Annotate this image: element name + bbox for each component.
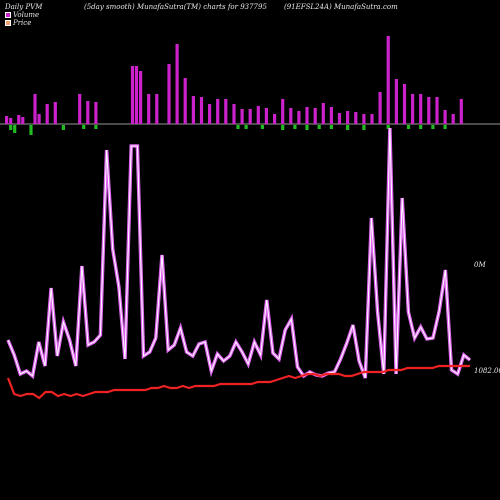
volume-bar xyxy=(394,79,398,124)
volume-bar xyxy=(53,102,57,124)
volume-bar xyxy=(45,104,49,124)
volume-down-bar xyxy=(61,125,65,130)
volume-bar xyxy=(419,94,423,124)
volume-down-bar xyxy=(82,125,86,129)
legend-volume: Volume xyxy=(5,11,39,19)
volume-line xyxy=(7,127,471,379)
volume-bar xyxy=(370,114,374,124)
volume-bar xyxy=(402,84,407,124)
volume-bar xyxy=(297,111,301,124)
volume-bar xyxy=(216,99,220,124)
volume-down-bar xyxy=(244,125,248,129)
volume-bar xyxy=(240,109,244,124)
volume-bar xyxy=(224,99,228,124)
volume-bar xyxy=(459,99,463,124)
volume-down-bar xyxy=(260,125,264,129)
volume-down-bar xyxy=(431,125,435,129)
volume-bar xyxy=(37,114,41,124)
volume-bar xyxy=(435,97,439,124)
chart-header-left: Daily PVM xyxy=(5,3,43,11)
volume-bar xyxy=(273,114,277,124)
volume-bar xyxy=(17,115,21,124)
volume-down-bar xyxy=(317,125,321,129)
volume-down-bar xyxy=(362,125,366,130)
volume-down-bar xyxy=(13,125,17,133)
volume-bar xyxy=(199,97,204,124)
chart-header-right: (91EFSL24A) MunafaSutra.com xyxy=(284,3,398,11)
legend-price-swatch xyxy=(5,19,11,26)
legend-price: Price xyxy=(5,19,31,27)
legend-price-label: Price xyxy=(13,19,32,27)
volume-bar xyxy=(191,96,195,124)
volume-bars-group xyxy=(5,36,463,124)
volume-down-bar xyxy=(443,125,447,129)
volume-down-bar xyxy=(329,125,333,129)
volume-bar xyxy=(139,71,143,124)
volume-down-bar xyxy=(94,125,98,129)
volume-bar xyxy=(232,104,236,124)
volume-down-bar xyxy=(281,125,285,130)
volume-bar xyxy=(21,117,25,124)
volume-bar xyxy=(147,94,151,124)
volume-bar xyxy=(78,94,82,124)
volume-down-bar xyxy=(9,125,13,130)
volume-down-bar xyxy=(293,125,297,129)
volume-down-bar xyxy=(386,125,390,129)
volume-bar xyxy=(386,36,390,124)
volume-bar xyxy=(86,101,90,124)
volume-bar xyxy=(443,110,447,124)
volume-bar xyxy=(5,116,9,124)
volume-down-bar xyxy=(236,125,240,129)
volume-down-bar xyxy=(29,125,33,135)
chart-header-center: (5day smooth) MunafaSutra(TM) charts for… xyxy=(84,3,267,11)
volume-bar xyxy=(256,106,260,124)
volume-bar xyxy=(329,107,333,124)
price-value-label: 1082.00 xyxy=(474,367,500,375)
legend-volume-swatch xyxy=(5,11,11,18)
volume-bar xyxy=(155,94,159,124)
volume-bar xyxy=(289,108,293,124)
volume-bar xyxy=(378,92,382,124)
volume-bar xyxy=(281,99,285,124)
volume-bar xyxy=(411,94,415,124)
volume-down-bar xyxy=(305,125,309,130)
volume-bar xyxy=(362,114,366,124)
volume-bar xyxy=(427,97,431,124)
volume-bar xyxy=(167,64,171,124)
volume-bar xyxy=(305,107,309,124)
volume-bar xyxy=(183,78,187,124)
volume-bar xyxy=(134,66,139,124)
volume-bar xyxy=(248,109,252,124)
volume-bar xyxy=(313,108,317,124)
volume-down-bar xyxy=(419,125,423,129)
volume-bar xyxy=(33,94,37,124)
volume-bar xyxy=(264,108,268,124)
volume-bar xyxy=(346,111,350,124)
volume-down-bars-group xyxy=(9,125,447,135)
volume-bar xyxy=(451,114,455,124)
volume-bar xyxy=(208,104,212,124)
volume-bar xyxy=(337,113,342,124)
volume-bar xyxy=(175,44,179,124)
price-line xyxy=(6,364,470,400)
volume-bar xyxy=(321,103,325,124)
volume-down-bar xyxy=(346,125,350,130)
legend-volume-label: Volume xyxy=(13,11,40,19)
volume-bar xyxy=(9,118,13,124)
volume-bar xyxy=(354,112,358,124)
volume-down-bar xyxy=(406,125,411,129)
volume-value-label: 0M xyxy=(474,261,486,269)
volume-bar xyxy=(130,66,135,124)
volume-bar xyxy=(94,102,98,124)
